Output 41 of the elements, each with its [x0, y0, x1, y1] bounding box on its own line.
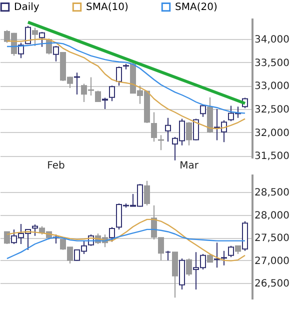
candlestick	[214, 242, 220, 268]
y-tick-label: 28,000	[254, 210, 290, 222]
candlestick	[32, 27, 38, 46]
y-tick-label: 32,500	[254, 104, 290, 116]
candlestick	[18, 42, 24, 59]
y-tick-label: 27,500	[254, 233, 290, 244]
candlestick	[25, 25, 31, 45]
y-tick-label: 27,000	[254, 256, 290, 267]
legend-label: SMA(10)	[86, 2, 128, 14]
legend-label: SMA(20)	[175, 2, 218, 14]
x-tick-label: Mar	[180, 160, 200, 172]
y-tick-label: 32,000	[254, 128, 290, 139]
candlestick	[74, 72, 80, 96]
candlestick	[39, 32, 45, 48]
candlestick	[4, 231, 10, 244]
candlestick	[186, 122, 192, 146]
candlestick	[109, 85, 115, 102]
candlestick	[144, 180, 150, 206]
candlestick	[102, 97, 108, 110]
candlestick	[172, 252, 178, 298]
candlestick	[186, 258, 192, 276]
line-series	[6, 218, 246, 262]
y-tick-label: 28,500	[254, 188, 290, 199]
y-tick-label: 31,500	[254, 151, 290, 162]
candlestick	[228, 245, 234, 258]
y-tick-label: 26,500	[254, 278, 290, 290]
candlestick	[165, 117, 171, 142]
candlestick	[109, 226, 115, 242]
candlestick	[165, 250, 171, 261]
y-tick-label: 34,000	[254, 34, 290, 46]
legend-label: Daily	[14, 2, 40, 14]
candlestick	[158, 134, 164, 151]
y-tick-label: 33,500	[254, 58, 290, 69]
y-tick-label: 33,000	[254, 81, 290, 92]
candlestick	[32, 224, 38, 236]
candlestick	[116, 66, 122, 86]
candlestick	[53, 46, 59, 62]
candlestick	[200, 104, 206, 118]
candlestick	[221, 250, 227, 266]
candlestick	[151, 112, 157, 142]
x-tick-label: Feb	[47, 160, 65, 172]
